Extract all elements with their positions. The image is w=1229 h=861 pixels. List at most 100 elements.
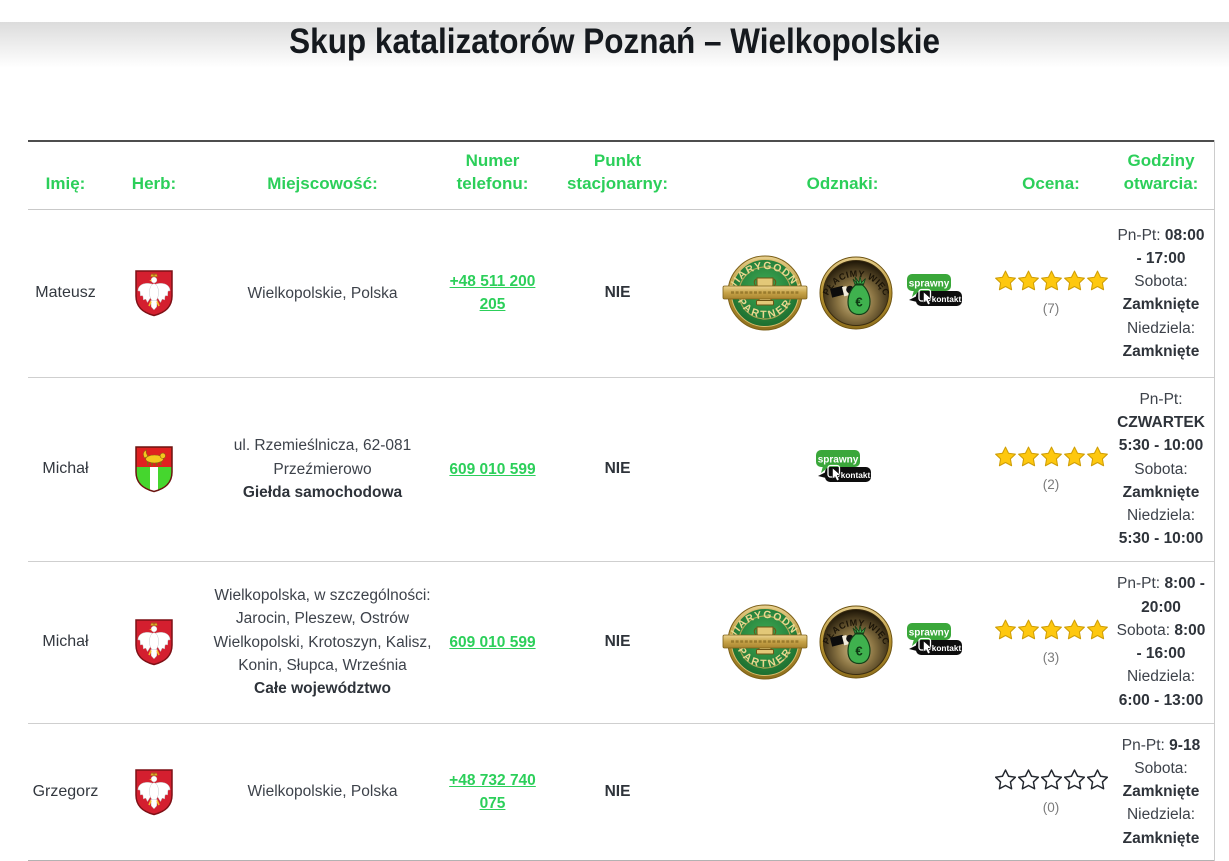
zaplacimy-wiecej-badge-icon: ZAPŁACIMY WIĘCEJ € [818, 255, 892, 330]
phone-link[interactable]: 609 010 599 [449, 460, 536, 478]
sprawny-kontakt-badge-icon: sprawny kontakt [906, 623, 962, 656]
company-name: Michał [42, 633, 89, 651]
badge-text-sprawny: sprawny [908, 279, 949, 290]
badges-cell: WIARYGODNY PARTNER ZAPŁACIMY WIĘCEJ € [690, 210, 995, 377]
header-hours: Godziny otwarcia: [1123, 151, 1199, 193]
city-bold-text: Całe województwo [254, 680, 391, 697]
hours-line: Sobota: 8:00 - 16:00 [1113, 619, 1209, 666]
hours-cell: Pn-Pt: 8:00 - 20:00 Sobota: 8:00 - 16:00 N… [1107, 562, 1215, 723]
hours-day-label: Sobota: [1116, 621, 1171, 639]
hours-line: Pn-Pt: 9-18 [1113, 734, 1209, 757]
table-row: Michał ul. Rzemieślnicza, 62-081 Przeźmi… [28, 378, 1214, 562]
rating-count: (0) [1042, 799, 1060, 815]
header-name: Imię: [45, 173, 86, 193]
page-title: Skup katalizatorów Poznań – Wielkopolski… [0, 22, 1229, 74]
city-cell: Wielkopolskie, Polska [205, 210, 440, 377]
hours-day-label: Pn-Pt: [1117, 226, 1161, 244]
rating-count: (3) [1042, 650, 1060, 666]
hours-value: 9-18 [1169, 736, 1201, 754]
hours-day-label: Pn-Pt: [1121, 736, 1165, 754]
star-icon [1086, 619, 1108, 640]
hours-value: Zamknięte [1122, 783, 1200, 801]
crest-cell [103, 378, 205, 561]
hours-value: Zamknięte [1122, 342, 1200, 360]
hours-line: Sobota: Zamknięte [1113, 270, 1209, 317]
hours-line: Pn-Pt: CZWARTEK 5:30 - 10:00 [1113, 388, 1209, 458]
hours-value: Zamknięte [1122, 483, 1200, 501]
badges-cell: WIARYGODNY PARTNER ZAPŁACIMY WIĘCEJ € [690, 562, 995, 723]
star-icon [1017, 769, 1039, 790]
city-text: Wielkopolskie, Polska [247, 783, 398, 801]
star-rating [994, 619, 1108, 640]
sprawny-kontakt-badge-icon: sprawny kontakt [906, 274, 962, 307]
table-row: Grzegorz Wielkopolskie, Polska +48 732 7… [28, 724, 1214, 861]
city-cell: Wielkopolskie, Polska [205, 724, 440, 860]
hours-value: CZWARTEK 5:30 - 10:00 [1117, 414, 1205, 455]
city-bold-text: Giełda samochodowa [242, 483, 403, 501]
star-icon [1086, 446, 1108, 467]
star-icon [1086, 769, 1108, 790]
stationary-cell: NIE [604, 284, 631, 302]
stationary-cell: NIE [604, 460, 631, 478]
header-phone: Numer telefonu: [456, 151, 529, 193]
crest-cell [103, 562, 205, 723]
crest-cell [103, 210, 205, 377]
hours-value: 8:00 - 16:00 [1136, 621, 1206, 663]
city-cell: Wielkopolska, w szczególności: Jarocin, … [205, 562, 440, 723]
rating-cell: (3) [994, 562, 1108, 723]
hours-line: Niedziela: Zamknięte [1113, 803, 1209, 850]
hours-line: Pn-Pt: 08:00 - 17:00 [1113, 224, 1209, 271]
phone-cell: 609 010 599 [440, 378, 545, 561]
star-icon [1063, 446, 1085, 467]
table-header-row: Imię: Herb: Miejscowość: Numer telefonu:… [28, 140, 1214, 210]
wiarygodny-partner-badge-icon: WIARYGODNY PARTNER [722, 604, 807, 680]
phone-cell: +48 732 740 075 [440, 724, 545, 860]
hours-line: Niedziela: 5:30 - 10:00 [1113, 504, 1209, 551]
star-icon [1063, 769, 1085, 790]
phone-link[interactable]: +48 511 200 205 [449, 273, 536, 314]
hours-day-label: Pn-Pt: [1117, 575, 1161, 593]
hours-cell: Pn-Pt: CZWARTEK 5:30 - 10:00 Sobota: Zamk… [1107, 378, 1215, 561]
header-city: Miejscowość: [267, 173, 378, 193]
city-text: ul. Rzemieślnicza, 62-081 Przeźmierowo [233, 437, 412, 478]
badge-text-euro: € [855, 295, 862, 310]
wielkopolskie-crest-icon [135, 769, 173, 816]
company-name: Mateusz [35, 284, 96, 302]
wielkopolskie-crest-icon [135, 270, 173, 317]
rating-count: (2) [1042, 477, 1060, 493]
header-badges: Odznaki: [806, 173, 879, 193]
header-crest: Herb: [131, 173, 177, 193]
badge-text-sprawny: sprawny [908, 628, 949, 639]
star-icon [1017, 270, 1039, 291]
hours-line: Niedziela: 6:00 - 13:00 [1113, 665, 1209, 712]
star-icon [1063, 270, 1085, 291]
phone-link[interactable]: +48 732 740 075 [449, 771, 536, 812]
star-icon [1040, 270, 1062, 291]
hours-value: 08:00 - 17:00 [1136, 226, 1205, 267]
wiarygodny-partner-badge-icon: WIARYGODNY PARTNER [722, 255, 807, 331]
rating-cell: (0) [994, 724, 1108, 860]
hours-line: Sobota: Zamknięte [1113, 757, 1209, 804]
badge-text-euro: € [855, 644, 862, 659]
star-icon [1063, 619, 1085, 640]
hours-line: Sobota: Zamknięte [1113, 458, 1209, 505]
hours-day-label: Niedziela: [1126, 806, 1196, 824]
phone-link[interactable]: 609 010 599 [449, 633, 536, 651]
hours-day-label: Sobota: [1134, 759, 1188, 777]
hours-day-label: Sobota: [1134, 460, 1188, 478]
hours-value: Zamknięte [1122, 829, 1200, 847]
city-cell: ul. Rzemieślnicza, 62-081 Przeźmierowo G… [205, 378, 440, 561]
company-name: Michał [42, 460, 89, 478]
star-rating [994, 769, 1108, 790]
hours-day-label: Niedziela: [1126, 507, 1196, 525]
page-title-text: Skup katalizatorów Poznań – Wielkopolski… [289, 22, 940, 61]
hours-cell: Pn-Pt: 9-18 Sobota: Zamknięte Niedziela: Z… [1107, 724, 1215, 860]
company-name: Grzegorz [32, 782, 99, 800]
badges-cell: sprawny kontakt [690, 378, 995, 561]
star-icon [994, 270, 1016, 291]
star-icon [994, 619, 1016, 640]
stationary-cell: NIE [604, 782, 631, 800]
hours-day-label: Pn-Pt: [1139, 390, 1183, 408]
star-icon [1017, 619, 1039, 640]
wielkopolskie-crest-icon [135, 619, 173, 666]
